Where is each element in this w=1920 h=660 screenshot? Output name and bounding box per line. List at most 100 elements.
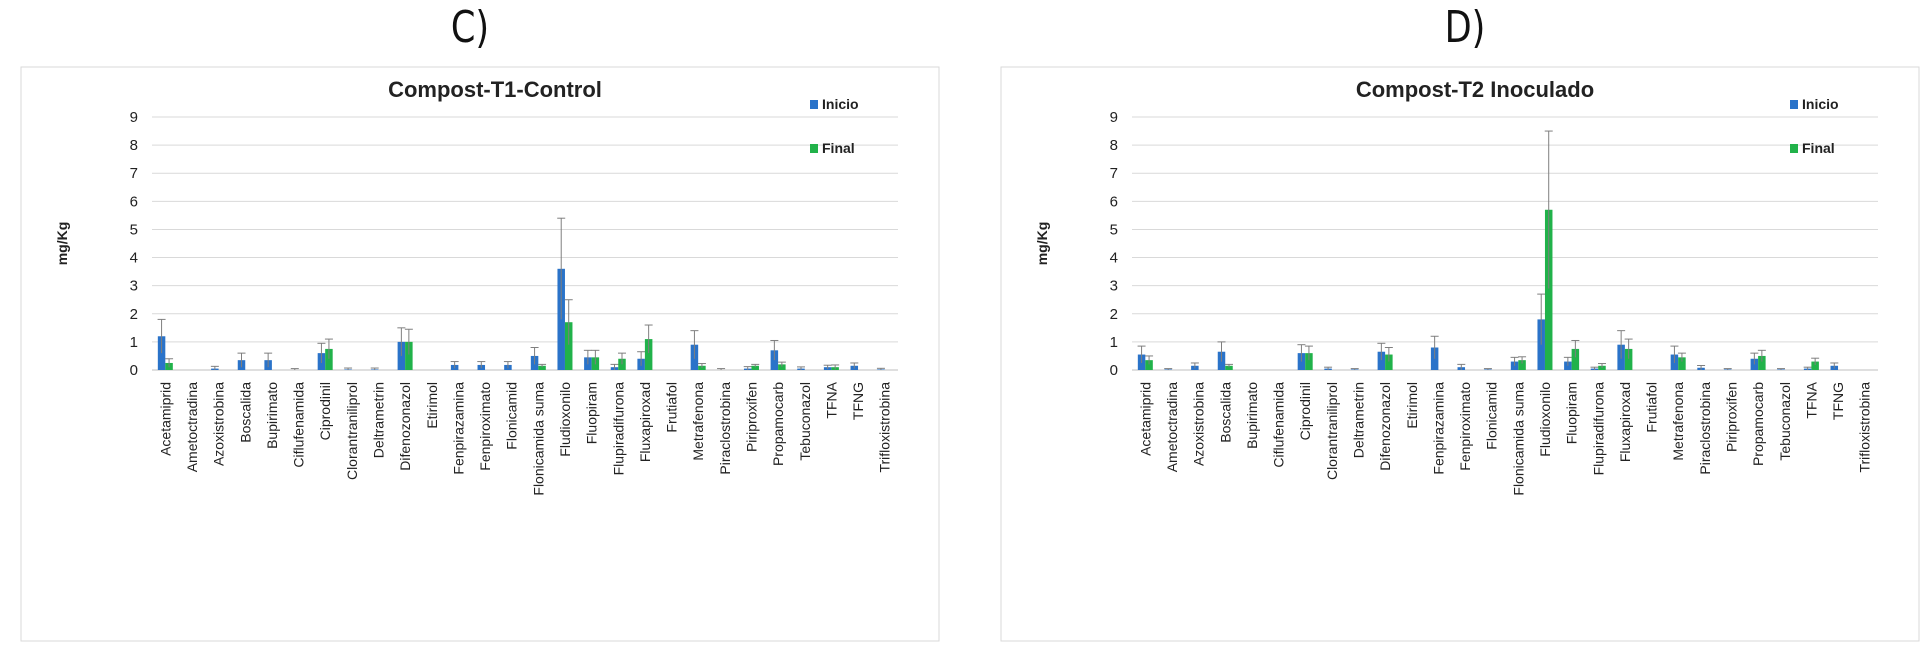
bar-final	[1225, 365, 1233, 370]
x-tick-label: Trifloxistrobina	[1857, 382, 1873, 473]
x-tick-label: Piraclostrobina	[1697, 382, 1713, 475]
x-tick-label: TFNG	[850, 382, 866, 420]
legend-swatch-final	[1790, 144, 1798, 153]
x-tick-label: Fluopiram	[584, 382, 600, 444]
chart-title: Compost-T1-Control	[388, 77, 602, 102]
y-tick-label: 9	[1110, 109, 1118, 126]
legend-label-final: Final	[1802, 140, 1835, 156]
x-tick-label: TFNG	[1830, 382, 1846, 420]
x-tick-label: Piriproxifen	[743, 382, 759, 452]
y-tick-label: 9	[130, 109, 138, 126]
chart-frame	[20, 66, 940, 642]
chart-title: Compost-T2 Inoculado	[1356, 77, 1594, 102]
x-tick-label: Flonicamid	[504, 382, 520, 450]
y-tick-label: 6	[130, 193, 138, 210]
x-tick-label: Azoxistrobina	[211, 382, 227, 466]
x-tick-label: Flupiradifurona	[1590, 382, 1606, 476]
x-tick-label: Piriproxifen	[1723, 382, 1739, 452]
y-axis-label: mg/Kg	[1034, 222, 1050, 266]
x-tick-label: Acetamiprid	[1137, 382, 1153, 456]
x-tick-label: Flonicamid	[1484, 382, 1500, 450]
bar-final	[564, 322, 573, 370]
bar-final	[1145, 360, 1153, 370]
y-tick-label: 2	[130, 306, 138, 323]
y-tick-label: 0	[130, 362, 138, 379]
x-tick-label: Azoxistrobina	[1191, 382, 1207, 466]
bar-final	[1518, 360, 1526, 370]
panel-label-d: D)	[1444, 2, 1486, 53]
x-tick-label: Fludioxonilo	[1537, 382, 1553, 457]
x-tick-label: Metrafenona	[1670, 382, 1686, 461]
x-tick-label: Trifloxistrobina	[877, 382, 893, 473]
x-tick-label: Bupirimato	[1244, 382, 1260, 449]
x-tick-label: Ciprodinil	[1297, 382, 1313, 440]
x-tick-label: Boscalida	[237, 382, 253, 443]
bar-final	[751, 365, 759, 370]
x-tick-label: Clorantraniliprol	[1324, 382, 1340, 480]
legend-swatch-inicio	[1790, 100, 1798, 109]
x-tick-label: Etirimol	[1404, 382, 1420, 429]
legend-label-inicio: Inicio	[822, 96, 859, 112]
x-tick-label: Fenpirazamina	[1430, 382, 1446, 475]
bar-final	[1624, 348, 1633, 370]
x-tick-label: Fludioxonilo	[557, 382, 573, 457]
x-tick-label: TFNA	[1803, 381, 1819, 418]
y-tick-label: 8	[1110, 137, 1118, 154]
y-tick-label: 4	[130, 250, 138, 267]
legend-label-final: Final	[822, 140, 855, 156]
bar-final	[778, 364, 786, 370]
x-tick-label: Etirimol	[424, 382, 440, 429]
x-tick-label: Fluopiram	[1564, 382, 1580, 444]
bar-final	[1811, 361, 1819, 370]
x-tick-label: Difenozonazol	[397, 382, 413, 471]
bar-final	[1758, 355, 1766, 370]
x-tick-label: Acetamiprid	[157, 382, 173, 456]
x-tick-label: Metrafenona	[690, 382, 706, 461]
x-tick-label: Fenpiroximato	[1457, 382, 1473, 471]
y-tick-label: 1	[130, 334, 138, 351]
x-tick-label: Propamocarb	[1750, 382, 1766, 466]
bar-final	[1385, 354, 1393, 370]
legend-label-inicio: Inicio	[1802, 96, 1839, 112]
panel-label-c: C)	[450, 2, 490, 53]
x-tick-label: Fluxapiroxad	[637, 382, 653, 462]
legend-swatch-final	[810, 144, 818, 153]
chart-compost-t2-inoculado: Compost-T2 Inoculado 0 1 2 3 4 5 6 7 8 9 mg/Kg Aceta…	[1000, 66, 1920, 642]
x-tick-label: Ciflufenamida	[1271, 382, 1287, 468]
y-tick-label: 3	[1110, 278, 1118, 295]
bar-final	[644, 339, 653, 370]
x-tick-label: Propamocarb	[770, 382, 786, 466]
y-tick-label: 8	[130, 137, 138, 154]
x-tick-label: Piraclostrobina	[717, 382, 733, 475]
bar-final	[325, 348, 333, 370]
bar-final	[1305, 353, 1313, 370]
x-tick-label: Tebuconazol	[1777, 382, 1793, 461]
y-tick-label: 0	[1110, 362, 1118, 379]
x-tick-label: Deltrametrin	[1350, 382, 1366, 458]
x-tick-label: Frutiafol	[1644, 382, 1660, 433]
y-tick-label: 5	[130, 221, 138, 238]
y-tick-label: 6	[1110, 193, 1118, 210]
x-tick-label: Tebuconazol	[797, 382, 813, 461]
x-tick-label: Ametoctradina	[1164, 382, 1180, 472]
x-tick-label: Fenpiroximato	[477, 382, 493, 471]
x-tick-label: Frutiafol	[664, 382, 680, 433]
y-tick-label: 5	[1110, 221, 1118, 238]
x-tick-label: Fluxapiroxad	[1617, 382, 1633, 462]
x-tick-label: TFNA	[823, 381, 839, 418]
y-tick-label: 2	[1110, 306, 1118, 323]
y-tick-label: 1	[1110, 334, 1118, 351]
x-tick-label: Fenpirazamina	[450, 382, 466, 475]
bar-final	[1678, 357, 1686, 370]
x-tick-label: Flonicamida suma	[1510, 382, 1526, 496]
x-tick-label: Flupiradifurona	[610, 382, 626, 476]
chart-frame	[1000, 66, 1920, 642]
bar-inicio	[1377, 351, 1386, 370]
x-tick-label: Difenozonazol	[1377, 382, 1393, 471]
x-tick-label: Flonicamida suma	[530, 382, 546, 496]
y-tick-label: 7	[1110, 165, 1118, 182]
y-tick-label: 7	[130, 165, 138, 182]
bar-final	[405, 341, 413, 370]
x-tick-label: Clorantraniliprol	[344, 382, 360, 480]
bar-final	[1544, 209, 1553, 370]
